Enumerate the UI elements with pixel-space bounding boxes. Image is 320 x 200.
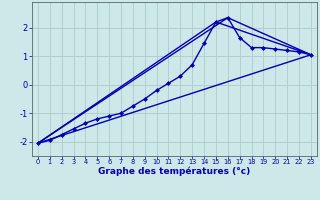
X-axis label: Graphe des températures (°c): Graphe des températures (°c)	[98, 167, 251, 176]
